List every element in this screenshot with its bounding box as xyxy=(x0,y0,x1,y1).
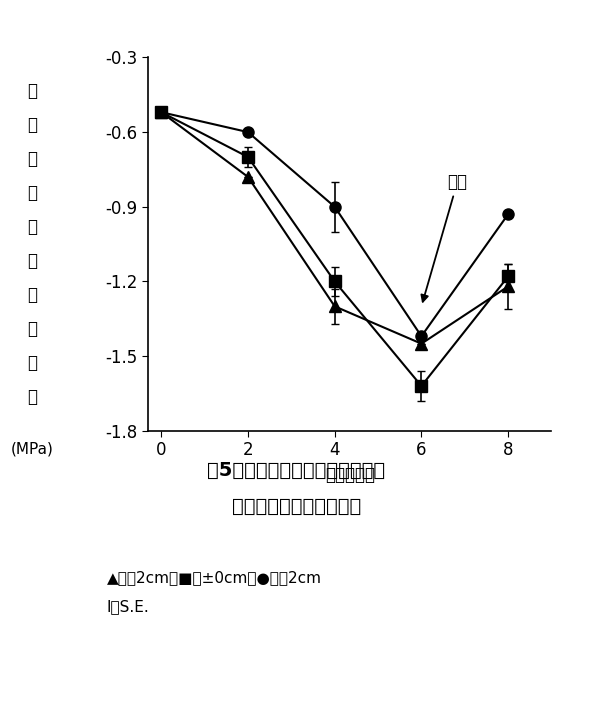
Text: ▲：－2cm，■：±0cm，●：＋2cm: ▲：－2cm，■：±0cm，●：＋2cm xyxy=(107,571,322,585)
Text: 灌水: 灌水 xyxy=(422,173,467,302)
Text: ル: ル xyxy=(28,388,37,406)
Text: 地: 地 xyxy=(28,83,37,101)
Text: 図5　植え付け深さが地上部水ポ: 図5 植え付け深さが地上部水ポ xyxy=(208,461,385,480)
Text: 水: 水 xyxy=(28,185,37,202)
Text: 部: 部 xyxy=(28,150,37,168)
Text: (MPa): (MPa) xyxy=(11,442,54,457)
Text: 上: 上 xyxy=(28,116,37,134)
Text: ポ: ポ xyxy=(28,218,37,236)
Text: テ: テ xyxy=(28,252,37,270)
X-axis label: 定植後日数: 定植後日数 xyxy=(325,466,375,484)
Text: テンシャルに及ぼす影響: テンシャルに及ぼす影響 xyxy=(232,497,361,516)
Text: ン: ン xyxy=(28,286,37,304)
Text: I：S.E.: I：S.E. xyxy=(107,600,149,614)
Text: シ: シ xyxy=(28,320,37,338)
Text: ャ: ャ xyxy=(28,354,37,372)
